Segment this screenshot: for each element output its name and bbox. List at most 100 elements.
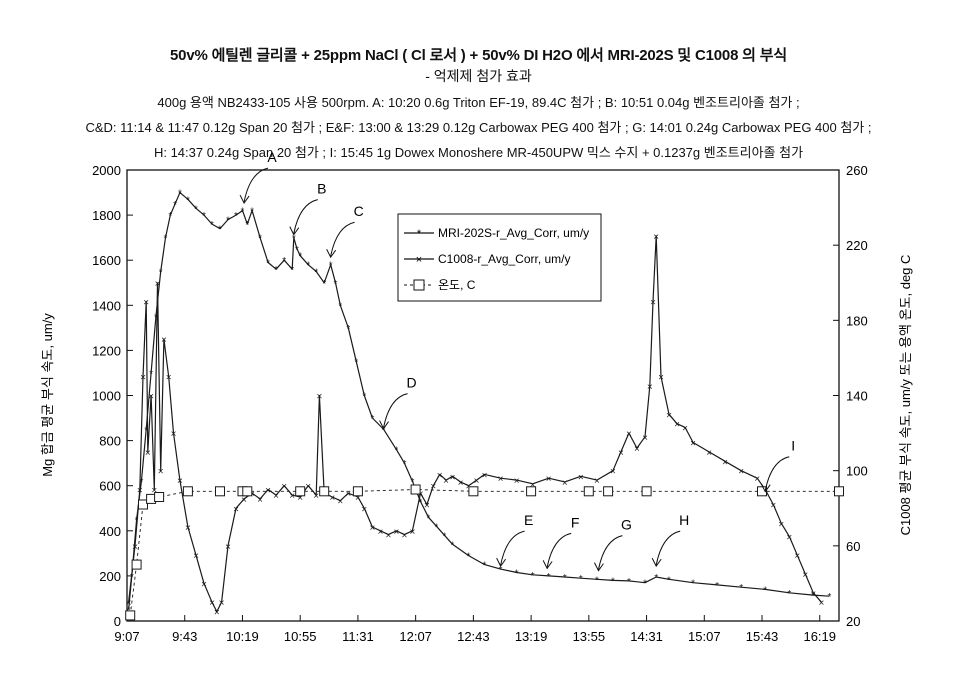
data-point-mri-202s: * xyxy=(186,195,190,206)
data-point-c1008: × xyxy=(778,519,784,530)
data-point-c1008: × xyxy=(158,467,164,478)
data-point-c1008: × xyxy=(337,497,343,508)
data-point-mri-202s: * xyxy=(654,573,658,584)
data-point-mri-202s: * xyxy=(467,552,471,563)
y-tick-label: 1200 xyxy=(92,343,121,358)
annotation-label: E xyxy=(524,512,533,528)
data-point-c1008: × xyxy=(361,504,367,515)
data-point-mri-202s: * xyxy=(763,585,767,596)
data-point-mri-202s: * xyxy=(266,259,270,270)
data-point-c1008: × xyxy=(786,532,792,543)
data-point-c1008: × xyxy=(161,335,167,346)
annotation-arrow xyxy=(244,168,268,202)
data-point-mri-202s: * xyxy=(234,211,238,222)
data-point-c1008: × xyxy=(225,542,231,553)
data-point-mri-202s: * xyxy=(322,279,326,290)
data-point-c1008: × xyxy=(794,551,800,562)
data-point-mri-202s: * xyxy=(258,234,262,245)
data-point-c1008: × xyxy=(618,448,624,459)
x-tick-label: 9:07 xyxy=(114,629,139,644)
y2-tick-label: 180 xyxy=(846,313,868,328)
data-point-temperature xyxy=(469,487,478,496)
data-point-c1008: × xyxy=(289,491,295,502)
legend: * MRI-202S-r_Avg_Corr, um/y × C1008-r_Av… xyxy=(398,214,601,301)
y-axis-label: Mg 합금 평균 부식 속도, um/y xyxy=(40,313,55,477)
data-point-mri-202s: * xyxy=(402,459,406,470)
annotation-label: G xyxy=(621,517,632,533)
data-point-temperature xyxy=(183,487,192,496)
data-point-temperature xyxy=(243,487,252,496)
annotation-arrow xyxy=(656,531,680,565)
data-point-mri-202s: * xyxy=(298,252,302,263)
data-point-c1008: × xyxy=(658,373,664,384)
data-point-c1008: × xyxy=(650,298,656,309)
annotation-arrow xyxy=(501,531,525,565)
y2-tick-label: 20 xyxy=(846,614,860,629)
x-tick-label: 13:19 xyxy=(515,629,548,644)
data-point-mri-202s: * xyxy=(282,256,286,267)
data-point-temperature xyxy=(155,493,164,502)
y2-tick-label: 220 xyxy=(846,238,868,253)
data-point-c1008: × xyxy=(810,589,816,600)
data-point-c1008: × xyxy=(562,478,568,489)
data-point-c1008: × xyxy=(329,493,335,504)
data-point-c1008: × xyxy=(409,527,415,538)
data-point-mri-202s: * xyxy=(691,579,695,590)
right-axis: 2060100140180220260 xyxy=(833,163,868,629)
x-tick-label: 9:43 xyxy=(172,629,197,644)
y-tick-label: 1600 xyxy=(92,253,121,268)
data-point-mri-202s: * xyxy=(210,220,214,231)
x-tick-label: 15:07 xyxy=(688,629,721,644)
y2-tick-label: 60 xyxy=(846,539,860,554)
data-point-mri-202s: * xyxy=(627,577,631,588)
data-point-c1008: × xyxy=(155,279,161,290)
annotation-label: I xyxy=(791,438,795,454)
y-tick-label: 400 xyxy=(99,524,121,539)
data-point-mri-202s: * xyxy=(354,358,358,369)
data-point-c1008: × xyxy=(143,298,149,309)
annotation-label: B xyxy=(317,181,326,197)
data-point-mri-202s: * xyxy=(563,573,567,584)
annotation-arrow xyxy=(294,200,318,234)
data-point-c1008: × xyxy=(393,527,399,538)
data-point-mri-202s: * xyxy=(443,531,447,542)
data-point-c1008: × xyxy=(498,474,504,485)
data-point-mri-202s: * xyxy=(394,446,398,457)
data-point-mri-202s: * xyxy=(226,216,230,227)
data-point-temperature xyxy=(835,487,844,496)
data-point-mri-202s: * xyxy=(483,561,487,572)
data-point-temperature xyxy=(584,487,593,496)
x-tick-label: 10:55 xyxy=(284,629,317,644)
data-point-c1008: × xyxy=(140,373,146,384)
data-point-c1008: × xyxy=(754,474,760,485)
data-point-c1008: × xyxy=(177,476,183,487)
data-point-c1008: × xyxy=(674,420,680,431)
data-point-mri-202s: * xyxy=(427,513,431,524)
data-point-c1008: × xyxy=(682,423,688,434)
data-point-mri-202s: * xyxy=(643,579,647,590)
data-point-c1008: × xyxy=(626,429,632,440)
data-point-c1008: × xyxy=(316,392,322,403)
annotation-layer: ABCDEFGHI xyxy=(240,149,795,571)
data-point-c1008: × xyxy=(257,495,263,506)
legend-marker-mri: * xyxy=(417,228,422,240)
data-point-mri-202s: * xyxy=(531,571,535,582)
x-tick-label: 15:43 xyxy=(746,629,779,644)
data-point-c1008: × xyxy=(706,448,712,459)
data-point-c1008: × xyxy=(802,570,808,581)
data-point-c1008: × xyxy=(273,491,279,502)
data-point-temperature xyxy=(604,487,613,496)
data-point-c1008: × xyxy=(369,523,375,534)
legend-label-c1008: C1008-r_Avg_Corr, um/y xyxy=(438,252,571,266)
data-point-c1008: × xyxy=(458,478,464,489)
data-point-c1008: × xyxy=(578,472,584,483)
data-point-mri-202s: * xyxy=(667,575,671,586)
data-point-temperature xyxy=(216,487,225,496)
data-point-c1008: × xyxy=(482,470,488,481)
y-tick-label: 200 xyxy=(99,569,121,584)
x-tick-label: 12:07 xyxy=(399,629,432,644)
data-point-c1008: × xyxy=(185,523,191,534)
data-point-mri-202s: * xyxy=(241,207,245,218)
x-tick-label: 14:31 xyxy=(630,629,663,644)
